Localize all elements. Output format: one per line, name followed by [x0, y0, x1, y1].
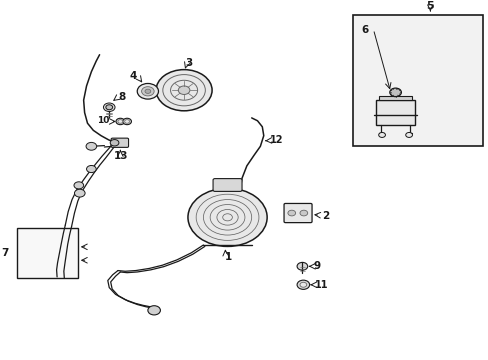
Text: 2: 2	[321, 211, 328, 221]
Text: 7: 7	[1, 248, 9, 258]
Text: 5: 5	[426, 1, 433, 11]
Circle shape	[122, 118, 131, 125]
Bar	[352, 15, 483, 146]
Circle shape	[299, 210, 307, 216]
FancyBboxPatch shape	[213, 179, 242, 192]
Text: 12: 12	[269, 135, 283, 145]
Circle shape	[86, 166, 96, 172]
Circle shape	[86, 143, 97, 150]
Text: 1: 1	[224, 252, 232, 262]
Circle shape	[405, 132, 412, 138]
Circle shape	[187, 188, 266, 246]
Circle shape	[116, 118, 124, 125]
Circle shape	[103, 103, 115, 112]
Text: 9: 9	[312, 261, 320, 271]
Text: 4: 4	[129, 71, 137, 81]
Circle shape	[156, 69, 212, 111]
FancyBboxPatch shape	[284, 203, 311, 222]
Circle shape	[287, 210, 295, 216]
Circle shape	[178, 86, 189, 94]
Circle shape	[137, 84, 158, 99]
Text: 6: 6	[361, 25, 368, 35]
Circle shape	[74, 189, 85, 197]
Circle shape	[105, 105, 112, 110]
FancyBboxPatch shape	[111, 138, 128, 147]
Circle shape	[118, 120, 122, 123]
Circle shape	[142, 87, 154, 96]
Bar	[18, 228, 78, 278]
Circle shape	[110, 140, 119, 146]
Circle shape	[297, 262, 307, 270]
Circle shape	[299, 282, 306, 287]
Bar	[375, 100, 414, 125]
Circle shape	[378, 132, 385, 138]
Text: 3: 3	[185, 58, 192, 68]
Text: 13: 13	[114, 151, 128, 161]
Circle shape	[297, 280, 309, 289]
Text: 8: 8	[118, 92, 125, 102]
Bar	[378, 96, 412, 100]
Circle shape	[147, 306, 160, 315]
Circle shape	[124, 120, 129, 123]
Text: 10: 10	[97, 116, 109, 125]
Circle shape	[74, 182, 83, 189]
Circle shape	[389, 88, 401, 96]
Circle shape	[144, 89, 150, 93]
Text: 11: 11	[315, 280, 328, 290]
